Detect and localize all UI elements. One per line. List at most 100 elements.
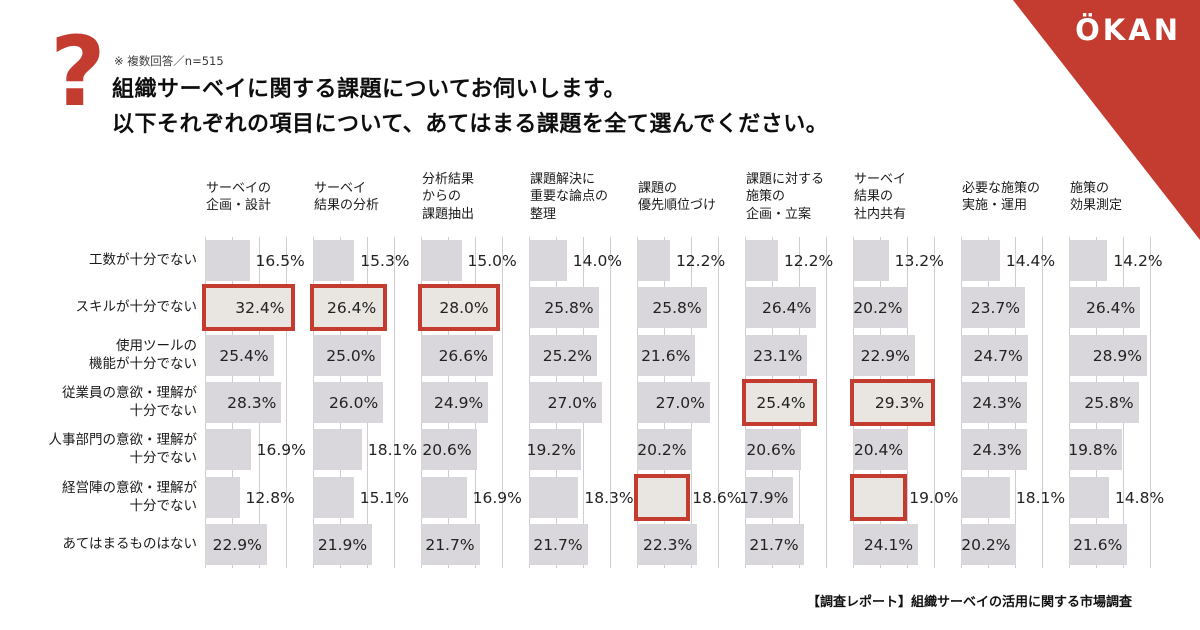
bar-value: 15.1% xyxy=(359,488,410,507)
bar-value: 19.2% xyxy=(526,440,576,459)
bar: 17.9% xyxy=(739,477,794,518)
bar-value: 21.6% xyxy=(641,346,691,365)
bar: 18.6% xyxy=(634,474,741,521)
bar: 20.2% xyxy=(853,287,908,328)
bar: 25.4% xyxy=(205,335,274,376)
column-header: 課題解決に 重要な論点の 整理 xyxy=(530,172,609,222)
bar: 28.9% xyxy=(1069,335,1148,376)
gridline xyxy=(1042,237,1043,568)
bar-value: 23.7% xyxy=(970,298,1020,317)
bar-value: 14.4% xyxy=(1005,251,1056,270)
bar-value: 28.3% xyxy=(227,393,277,412)
bar-value: 20.4% xyxy=(853,440,904,459)
bar: 24.3% xyxy=(961,382,1027,423)
bar-value: 32.4% xyxy=(235,298,285,317)
bar: 29.3% xyxy=(850,379,936,426)
row-label: 従業員の意欲・理解が 十分でない xyxy=(62,384,197,419)
bar: 21.9% xyxy=(313,524,373,565)
column-header: 分析結果 からの 課題抽出 xyxy=(422,172,475,222)
bar: 24.7% xyxy=(961,335,1028,376)
row-label: 経営陣の意欲・理解が 十分でない xyxy=(62,479,197,514)
bar: 32.4% xyxy=(202,284,296,331)
row-label: 人事部門の意欲・理解が 十分でない xyxy=(48,431,198,466)
bar-value: 21.7% xyxy=(749,535,799,554)
okan-logo: ÖKAN xyxy=(1075,13,1181,47)
bar-value: 15.3% xyxy=(360,251,410,270)
bar: 23.7% xyxy=(961,287,1025,328)
bar-value: 19.8% xyxy=(1068,440,1118,459)
row-label: 工数が十分でない xyxy=(89,251,197,268)
bar-value: 24.9% xyxy=(433,393,484,412)
bar-value: 21.9% xyxy=(317,535,368,554)
bar: 25.4% xyxy=(742,379,817,426)
footer-caption: 【調査レポート】組織サーベイの活用に関する市場調査 xyxy=(806,595,1132,610)
bar: 25.8% xyxy=(637,287,707,328)
bar: 25.8% xyxy=(1069,382,1139,423)
bar: 21.7% xyxy=(529,524,588,565)
bar: 14.8% xyxy=(1069,477,1164,518)
gridline xyxy=(1150,237,1151,568)
bar: 14.0% xyxy=(529,240,622,281)
gridline xyxy=(286,237,287,568)
bar-value: 29.3% xyxy=(874,393,925,412)
bar: 20.6% xyxy=(421,429,477,470)
bar: 15.0% xyxy=(421,240,517,281)
bar: 22.3% xyxy=(637,524,698,565)
bar-value: 12.2% xyxy=(675,251,726,270)
bar-value: 22.9% xyxy=(860,346,910,365)
bar-value: 25.8% xyxy=(652,298,702,317)
bar-value: 20.6% xyxy=(746,440,796,459)
bar: 26.4% xyxy=(310,284,388,331)
bar-value: 25.8% xyxy=(544,298,594,317)
bar: 18.1% xyxy=(313,429,417,470)
bar: 20.4% xyxy=(853,429,909,470)
bar: 19.8% xyxy=(1068,429,1123,470)
title-line-2: 以下それぞれの項目について、あてはまる課題を全て選んでください。 xyxy=(112,112,829,137)
bar-value: 12.8% xyxy=(245,488,295,507)
bar-value: 16.5% xyxy=(255,251,305,270)
column-header: 課題に対する 施策の 企画・立案 xyxy=(746,172,825,222)
bar: 28.0% xyxy=(418,284,500,331)
bar: 24.3% xyxy=(961,429,1027,470)
bar-value: 22.9% xyxy=(212,535,262,554)
bar: 15.1% xyxy=(313,477,409,518)
bar: 24.1% xyxy=(853,524,919,565)
bar-value: 23.1% xyxy=(753,346,803,365)
bar: 27.0% xyxy=(637,382,710,423)
bar: 24.9% xyxy=(421,382,489,423)
bar: 25.0% xyxy=(313,335,381,376)
bar: 14.4% xyxy=(961,240,1055,281)
bar-value: 26.6% xyxy=(438,346,488,365)
bar: 23.1% xyxy=(745,335,808,376)
bar: 12.8% xyxy=(205,477,295,518)
bar-value: 24.3% xyxy=(972,440,1022,459)
bar: 26.4% xyxy=(1069,287,1141,328)
bar-value: 18.1% xyxy=(367,440,418,459)
bar-value: 13.2% xyxy=(894,251,944,270)
bar: 27.0% xyxy=(529,382,602,423)
bar-value: 25.8% xyxy=(1084,393,1134,412)
bar-value: 26.4% xyxy=(327,298,377,317)
bar-value: 26.0% xyxy=(328,393,379,412)
column-header: サーベイの 企画・設計 xyxy=(206,180,272,213)
bar-value: 20.6% xyxy=(422,440,472,459)
bar-value: 24.1% xyxy=(863,535,914,554)
row-label: スキルが十分でない xyxy=(75,298,198,315)
bar: 21.7% xyxy=(745,524,804,565)
bar-value: 15.0% xyxy=(467,251,517,270)
bar: 20.2% xyxy=(637,429,692,470)
bar: 22.9% xyxy=(205,524,267,565)
bar-value: 28.0% xyxy=(439,298,489,317)
bar-value: 21.7% xyxy=(533,535,583,554)
bar: 20.2% xyxy=(961,524,1016,565)
bar: 25.8% xyxy=(529,287,599,328)
gridline xyxy=(826,237,827,568)
bar-value: 17.9% xyxy=(739,488,789,507)
bar-value: 26.4% xyxy=(762,298,812,317)
bar-value: 28.9% xyxy=(1092,346,1143,365)
bar-value: 25.4% xyxy=(219,346,269,365)
column-header: 必要な施策の 実施・運用 xyxy=(962,180,1041,213)
bar-value: 24.3% xyxy=(972,393,1022,412)
